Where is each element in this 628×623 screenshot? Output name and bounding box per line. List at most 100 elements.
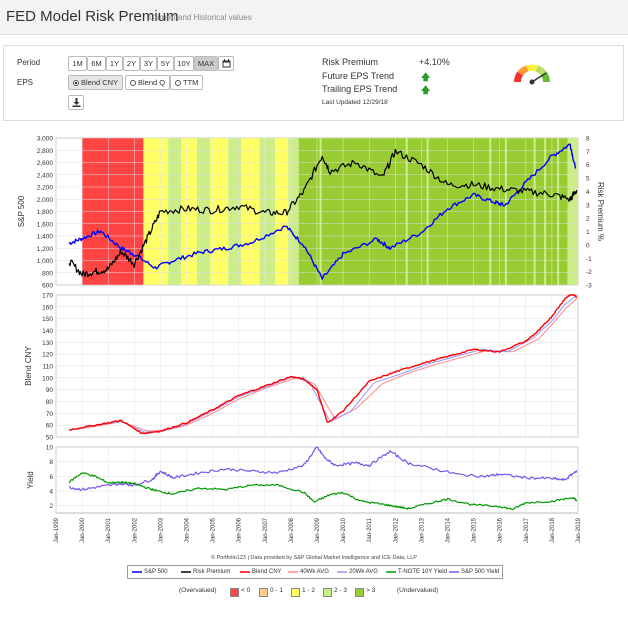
period-6m-button[interactable]: 6M <box>87 56 106 71</box>
period-10y-button[interactable]: 10Y <box>174 56 194 71</box>
period-1y-button[interactable]: 1Y <box>106 56 123 71</box>
valuation-band-stripe <box>557 138 560 285</box>
legend-swatches <box>132 571 459 573</box>
valuation-band-stripe <box>544 138 547 285</box>
gauge-icon <box>514 64 550 85</box>
period-2y-button[interactable]: 2Y <box>123 56 140 71</box>
download-button[interactable] <box>68 95 84 110</box>
eps-blend-q-radio[interactable]: Blend Q <box>125 75 171 90</box>
arrow-up-icon: 🡅 <box>421 85 431 95</box>
valuation-band-stripe <box>405 138 408 285</box>
zone-label: > 3 <box>366 587 376 594</box>
valuation-band-stripe <box>319 138 322 285</box>
y-axis-tick-label: 50 <box>46 435 54 442</box>
legend-item: 20Wk AVG <box>349 569 378 575</box>
legend-item: T-NOTE 10Y Yield <box>398 569 447 575</box>
x-axis-tick-label: Jan-2017 <box>524 517 530 543</box>
series-risk-premium-line <box>68 148 578 278</box>
valuation-band <box>275 138 289 285</box>
y-axis-tick-label: 130 <box>42 340 53 347</box>
panel-frame-2 <box>55 446 579 514</box>
x-axis-tick-label: Jan-2015 <box>472 517 478 543</box>
eps-option-label: Blend Q <box>138 78 166 87</box>
zone-swatch <box>291 588 300 597</box>
zone-label: < 0 <box>241 587 251 594</box>
y-axis-tick-label: 100 <box>42 375 53 382</box>
y-axis-tick-label: 1,600 <box>37 221 54 228</box>
y2-axis-tick-label: 8 <box>586 136 590 143</box>
controls-panel: Period 1M 6M 1Y 2Y 3Y 5Y 10Y MAX EPS Ble… <box>3 45 624 121</box>
radio-checked-icon <box>73 80 79 86</box>
page-subtitle: Current and Historical values <box>149 13 252 22</box>
zone-left-label: (Overvalued) <box>179 587 217 594</box>
valuation-band <box>168 138 182 285</box>
zone-right-label: (Undervalued) <box>397 587 439 594</box>
valuation-band-stripe <box>533 138 536 285</box>
valuation-band-stripe <box>489 138 492 285</box>
y-axis-tick-label: 600 <box>42 283 53 290</box>
x-axis-tick-label: Jan-2010 <box>341 517 347 543</box>
eps-blend-cny-radio[interactable]: Blend CNY <box>68 75 124 90</box>
zone-label: 0 - 1 <box>270 587 284 594</box>
y-axis-tick-label: 1,800 <box>37 209 54 216</box>
x-axis-tick-label: Jan-2008 <box>289 517 295 543</box>
y-axis-tick-label: 2,800 <box>37 148 54 155</box>
page-header: FED Model Risk Premium Current and Histo… <box>0 0 628 35</box>
y-axis-tick-label: 4 <box>49 489 53 496</box>
y2-axis-tick-label: 4 <box>586 189 590 196</box>
y2-axis-tick-label: 5 <box>586 176 590 183</box>
x-axis-tick-label: Jan-2003 <box>158 517 164 543</box>
panel-frame-0 <box>55 137 579 286</box>
y2-axis-tick-label: -3 <box>586 283 592 290</box>
legend-item: S&P 500 Yield <box>461 569 500 575</box>
future-eps-label: Future EPS Trend <box>322 71 395 81</box>
x-axis-tick-label: Jan-2016 <box>498 517 504 543</box>
chart-footer: © Portfolio123 | Data provided by S&P Gl… <box>211 555 417 561</box>
series-sp500-line <box>68 143 577 280</box>
x-axis-tick-label: Jan-2011 <box>367 517 373 542</box>
x-axis-tick-label: Jan-2009 <box>315 517 321 543</box>
y-axis-tick-label: 3,000 <box>37 136 54 143</box>
legend-item: Risk Premium <box>193 569 231 575</box>
y-axis-tick-label: 140 <box>42 328 53 335</box>
period-max-button[interactable]: MAX <box>194 56 218 71</box>
y2-axis-tick-label: -1 <box>586 256 592 263</box>
x-axis-tick-label: Jan-2005 <box>211 517 217 543</box>
y-axis-tick-label: 150 <box>42 316 53 323</box>
x-axis-tick-label: Jan-2019 <box>576 517 582 543</box>
y-axis-tick-label: 90 <box>46 387 54 394</box>
radio-unchecked-icon <box>175 80 181 86</box>
eps-option-label: Blend CNY <box>81 78 119 87</box>
y2-axis-title: Risk Premium % <box>596 182 605 241</box>
y-axis-tick-label: 2,000 <box>37 197 54 204</box>
eps-ttm-radio[interactable]: TTM <box>170 75 204 90</box>
y-axis-tick-label: 80 <box>46 399 54 406</box>
valuation-band <box>143 138 169 285</box>
y-axis-tick-label: 70 <box>46 411 54 418</box>
x-axis-tick-label: Jan-2018 <box>550 517 556 543</box>
y-axis-tick-label: 2,200 <box>37 185 54 192</box>
valuation-band <box>209 138 229 285</box>
valuation-band <box>567 138 578 285</box>
y2-axis-tick-label: 2 <box>586 216 590 223</box>
zone-swatch <box>323 588 332 597</box>
zone-label: 2 - 3 <box>334 587 348 594</box>
legend-item: 40Wk AVG <box>300 569 329 575</box>
zone-swatch <box>259 588 268 597</box>
y-axis-tick-label: 1,000 <box>37 258 54 265</box>
period-3y-button[interactable]: 3Y <box>140 56 157 71</box>
y-axis-tick-label: 160 <box>42 304 53 311</box>
panel-frame-1 <box>55 294 579 438</box>
y2-axis-tick-label: -2 <box>586 269 592 276</box>
x-axis-tick-label: Jan-2014 <box>446 517 452 543</box>
x-axis-tick-label: Jan-2000 <box>80 517 86 543</box>
valuation-band <box>196 138 210 285</box>
y-axis-tick-label: 2 <box>49 503 53 510</box>
x-axis-tick-label: Jan-2007 <box>263 517 269 543</box>
download-icon <box>72 98 80 107</box>
y-axis-tick-label: 2,400 <box>37 172 54 179</box>
calendar-button[interactable] <box>218 56 234 71</box>
y2-axis-tick-label: 6 <box>586 162 590 169</box>
period-5y-button[interactable]: 5Y <box>157 56 174 71</box>
period-1m-button[interactable]: 1M <box>68 56 87 71</box>
